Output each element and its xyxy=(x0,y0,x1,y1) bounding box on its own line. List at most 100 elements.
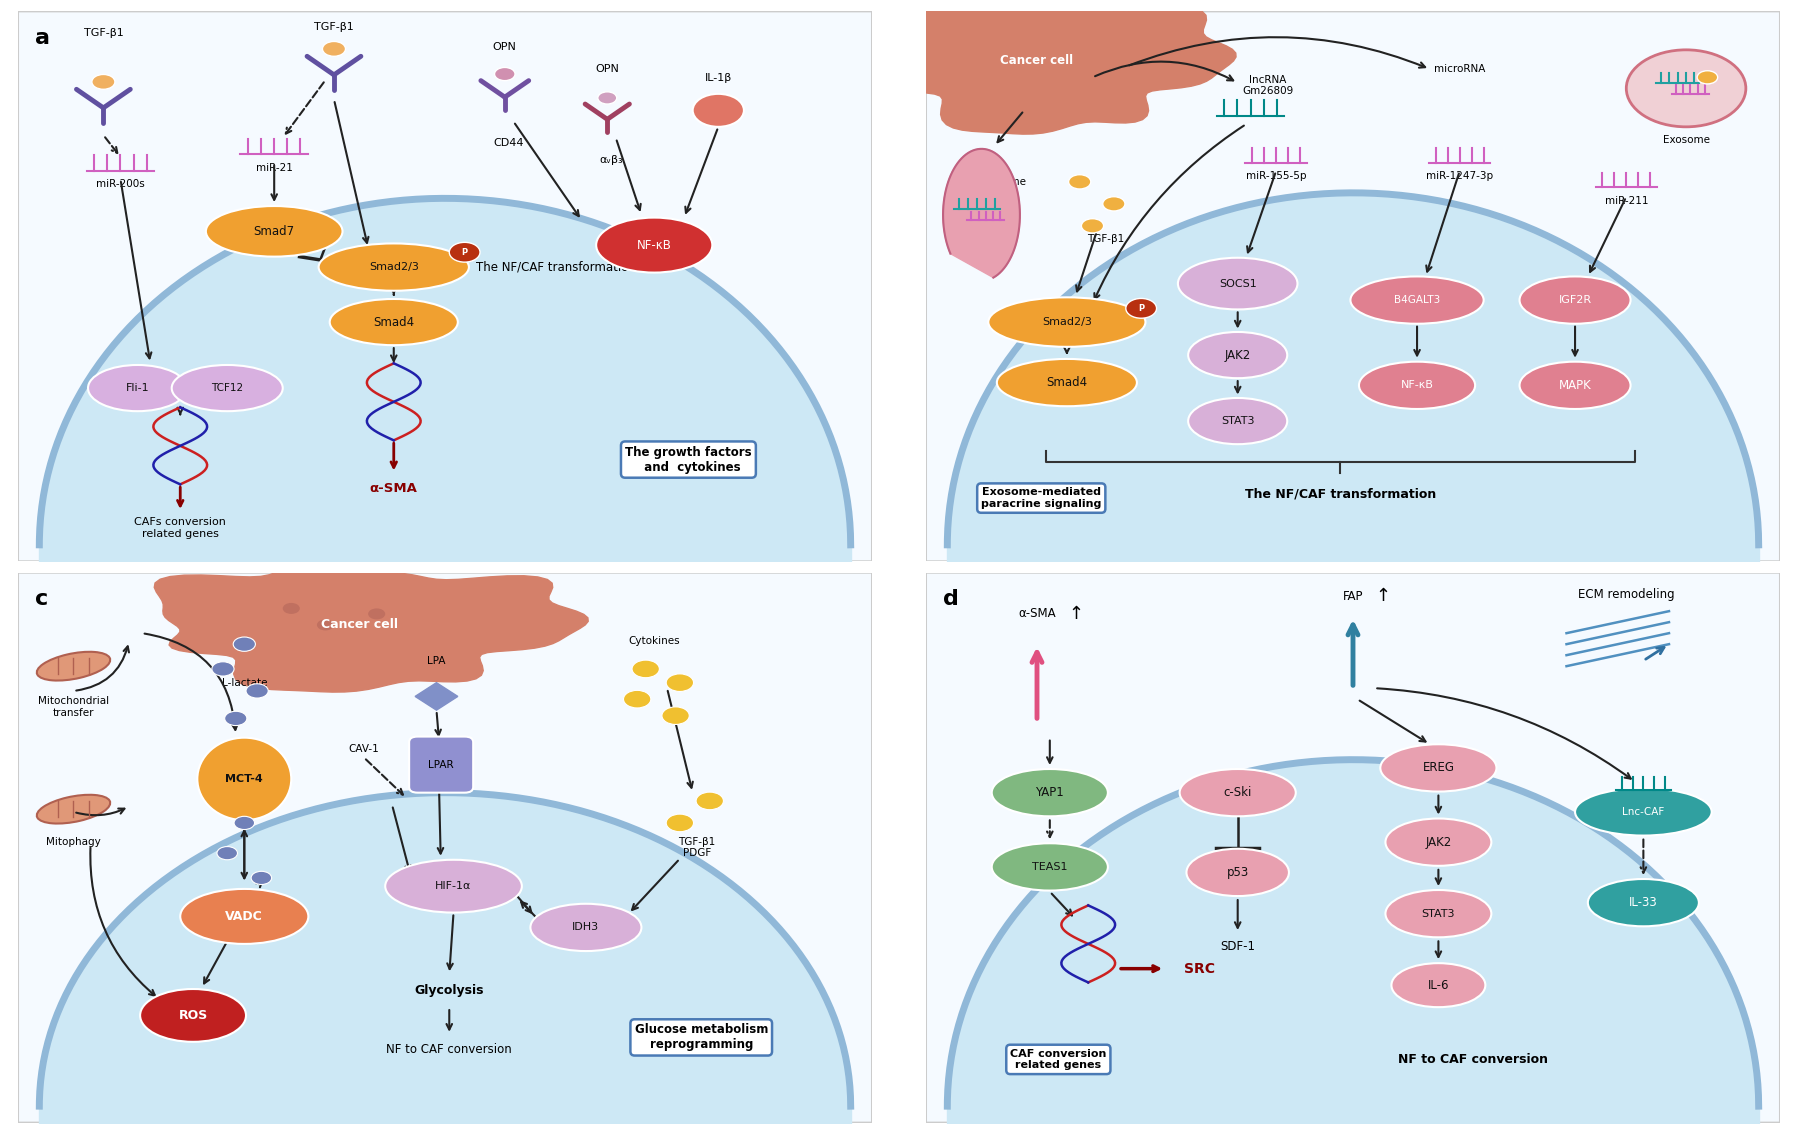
Ellipse shape xyxy=(1386,819,1491,866)
Ellipse shape xyxy=(1187,848,1289,896)
Ellipse shape xyxy=(1350,277,1483,323)
Text: The growth factors
  and  cytokines: The growth factors and cytokines xyxy=(626,446,752,474)
Text: LPA: LPA xyxy=(428,655,446,666)
Circle shape xyxy=(633,660,660,678)
Text: α-SMA: α-SMA xyxy=(370,482,417,494)
Text: Exosome: Exosome xyxy=(980,177,1027,187)
Text: Smad4: Smad4 xyxy=(374,315,414,329)
Text: p53: p53 xyxy=(1226,866,1250,879)
Text: IDH3: IDH3 xyxy=(572,922,599,932)
Ellipse shape xyxy=(36,795,110,823)
Text: Mitochondrial
transfer: Mitochondrial transfer xyxy=(38,696,110,718)
Ellipse shape xyxy=(992,844,1108,890)
Ellipse shape xyxy=(530,904,642,951)
Text: Exosome-mediated
paracrine signaling: Exosome-mediated paracrine signaling xyxy=(982,488,1102,509)
Text: ↑: ↑ xyxy=(1277,785,1289,798)
Text: lncRNA
Gm26809: lncRNA Gm26809 xyxy=(1242,75,1293,96)
Ellipse shape xyxy=(1392,963,1485,1007)
Text: αᵥβ₃: αᵥβ₃ xyxy=(601,155,624,164)
Text: CD44: CD44 xyxy=(494,138,525,149)
Text: c: c xyxy=(36,590,49,609)
Ellipse shape xyxy=(1178,257,1298,310)
Text: ↑: ↑ xyxy=(1068,604,1082,623)
Circle shape xyxy=(282,603,300,613)
FancyBboxPatch shape xyxy=(410,737,473,793)
Ellipse shape xyxy=(1575,788,1712,836)
Text: TGF-β1: TGF-β1 xyxy=(315,23,354,33)
Ellipse shape xyxy=(989,297,1145,347)
Ellipse shape xyxy=(385,860,521,913)
Text: c-Ski: c-Ski xyxy=(1223,786,1251,799)
Text: Smad7: Smad7 xyxy=(254,225,295,238)
Circle shape xyxy=(1081,219,1104,232)
Text: NF to CAF conversion: NF to CAF conversion xyxy=(1397,1052,1548,1066)
Text: Glucose metabolism
reprogramming: Glucose metabolism reprogramming xyxy=(635,1023,768,1051)
Ellipse shape xyxy=(329,299,458,345)
Text: SDF-1: SDF-1 xyxy=(1221,940,1255,954)
Ellipse shape xyxy=(1381,744,1496,792)
Circle shape xyxy=(1625,50,1746,127)
Text: JAK2: JAK2 xyxy=(1426,836,1451,848)
Ellipse shape xyxy=(1179,769,1296,816)
Ellipse shape xyxy=(1188,398,1287,445)
Circle shape xyxy=(1068,175,1091,189)
FancyBboxPatch shape xyxy=(926,11,1780,561)
Text: ↑: ↑ xyxy=(1687,803,1699,818)
Circle shape xyxy=(1126,298,1156,319)
Text: IL-33: IL-33 xyxy=(1629,896,1658,909)
Circle shape xyxy=(234,637,255,651)
Circle shape xyxy=(696,793,723,810)
Circle shape xyxy=(667,814,694,831)
Circle shape xyxy=(246,684,268,699)
Circle shape xyxy=(662,706,689,725)
Text: Mitophagy: Mitophagy xyxy=(47,837,101,847)
Polygon shape xyxy=(40,793,850,1106)
Ellipse shape xyxy=(1519,277,1631,323)
Text: miR-200s: miR-200s xyxy=(95,179,146,189)
Text: STAT3: STAT3 xyxy=(1221,416,1255,426)
Polygon shape xyxy=(944,149,1019,278)
Text: TGF-β1: TGF-β1 xyxy=(1086,234,1124,244)
Text: b: b xyxy=(942,28,958,48)
Circle shape xyxy=(218,847,237,860)
Circle shape xyxy=(494,67,514,81)
Text: Smad2/3: Smad2/3 xyxy=(1043,318,1091,327)
Text: d: d xyxy=(942,590,958,609)
Text: ↑: ↑ xyxy=(1375,587,1390,606)
Text: CAV-1: CAV-1 xyxy=(349,744,379,754)
Text: EREG: EREG xyxy=(1422,761,1455,775)
Circle shape xyxy=(212,662,234,676)
Text: CAFs conversion
related genes: CAFs conversion related genes xyxy=(135,517,227,539)
Polygon shape xyxy=(874,0,1235,134)
Text: Smad2/3: Smad2/3 xyxy=(369,262,419,272)
Text: ECM remodeling: ECM remodeling xyxy=(1579,589,1674,601)
Ellipse shape xyxy=(140,989,246,1042)
Circle shape xyxy=(624,691,651,708)
Text: The NF/CAF transformation: The NF/CAF transformation xyxy=(1244,488,1437,500)
Circle shape xyxy=(92,75,115,90)
Polygon shape xyxy=(948,760,1758,1106)
Ellipse shape xyxy=(597,218,712,272)
Ellipse shape xyxy=(1359,362,1474,409)
Text: FAP: FAP xyxy=(1343,590,1363,603)
Ellipse shape xyxy=(1386,890,1491,938)
Ellipse shape xyxy=(318,244,469,290)
Text: LPAR: LPAR xyxy=(428,760,453,770)
Text: SOCS1: SOCS1 xyxy=(1219,279,1257,288)
Text: STAT3: STAT3 xyxy=(1422,908,1455,919)
Circle shape xyxy=(1102,196,1126,211)
Text: NF-κB: NF-κB xyxy=(1401,380,1433,390)
Text: TEAS1: TEAS1 xyxy=(1032,862,1068,872)
Circle shape xyxy=(597,92,617,104)
Text: HIF-1α: HIF-1α xyxy=(435,881,471,891)
Ellipse shape xyxy=(1588,879,1699,926)
Circle shape xyxy=(369,609,385,619)
Circle shape xyxy=(252,871,271,885)
Text: a: a xyxy=(36,28,50,48)
Text: miR-211: miR-211 xyxy=(1604,195,1649,205)
Text: Cytokines: Cytokines xyxy=(629,636,680,646)
Text: SRC: SRC xyxy=(1183,962,1215,975)
Polygon shape xyxy=(415,683,458,710)
Text: OPN: OPN xyxy=(595,64,619,74)
Text: α-SMA: α-SMA xyxy=(1018,608,1055,620)
